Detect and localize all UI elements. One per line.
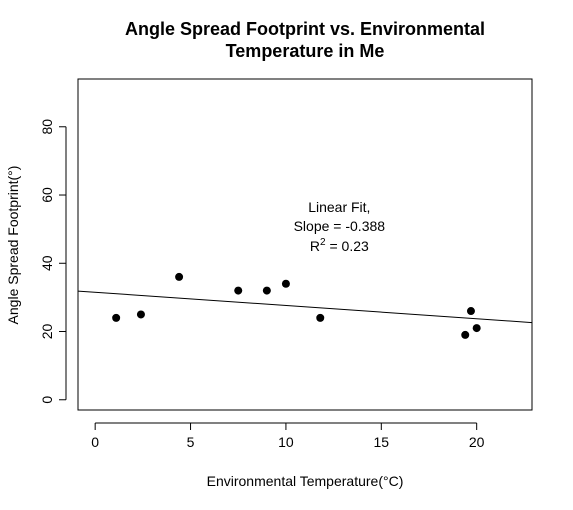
annotation-linear-fit: Linear Fit, bbox=[308, 199, 370, 215]
y-axis: 0 20 40 60 80 bbox=[39, 119, 67, 404]
y-tick-label: 60 bbox=[39, 187, 55, 203]
x-axis: 0 5 10 15 20 bbox=[91, 422, 485, 450]
y-tick-label: 40 bbox=[39, 255, 55, 271]
y-tick-label: 80 bbox=[39, 119, 55, 135]
data-point bbox=[466, 307, 475, 316]
chart-title-line-1: Angle Spread Footprint vs. Environmental bbox=[125, 19, 485, 39]
data-point bbox=[281, 279, 290, 288]
linear-fit-line bbox=[77, 290, 533, 324]
data-point bbox=[175, 272, 184, 281]
linear-fit-line-group bbox=[77, 290, 533, 324]
x-tick-label: 15 bbox=[374, 434, 390, 450]
annotation-r-squared: R2 = 0.23 bbox=[310, 237, 369, 254]
x-tick-label: 0 bbox=[91, 434, 99, 450]
data-points bbox=[112, 272, 481, 339]
chart-title-line-2: Temperature in Me bbox=[226, 41, 385, 61]
annotation-slope: Slope = -0.388 bbox=[294, 218, 386, 234]
annotation-r-superscript: 2 bbox=[320, 237, 326, 248]
data-point bbox=[136, 310, 145, 319]
y-axis-label: Angle Spread Footprint(°) bbox=[5, 166, 21, 325]
y-tick-label: 20 bbox=[39, 324, 55, 340]
x-axis-label: Environmental Temperature(°C) bbox=[207, 473, 404, 489]
x-tick-label: 5 bbox=[187, 434, 195, 450]
annotation-r-label: R bbox=[310, 238, 320, 254]
x-tick-label: 20 bbox=[469, 434, 485, 450]
data-point bbox=[472, 324, 481, 333]
data-point bbox=[112, 313, 121, 322]
data-point bbox=[234, 286, 243, 295]
x-tick-label: 10 bbox=[278, 434, 294, 450]
annotation-r-value: = 0.23 bbox=[326, 238, 369, 254]
data-point bbox=[316, 313, 325, 322]
data-point bbox=[461, 330, 470, 339]
plot-frame bbox=[77, 78, 533, 411]
data-point bbox=[262, 286, 271, 295]
y-tick-label: 0 bbox=[39, 396, 55, 404]
